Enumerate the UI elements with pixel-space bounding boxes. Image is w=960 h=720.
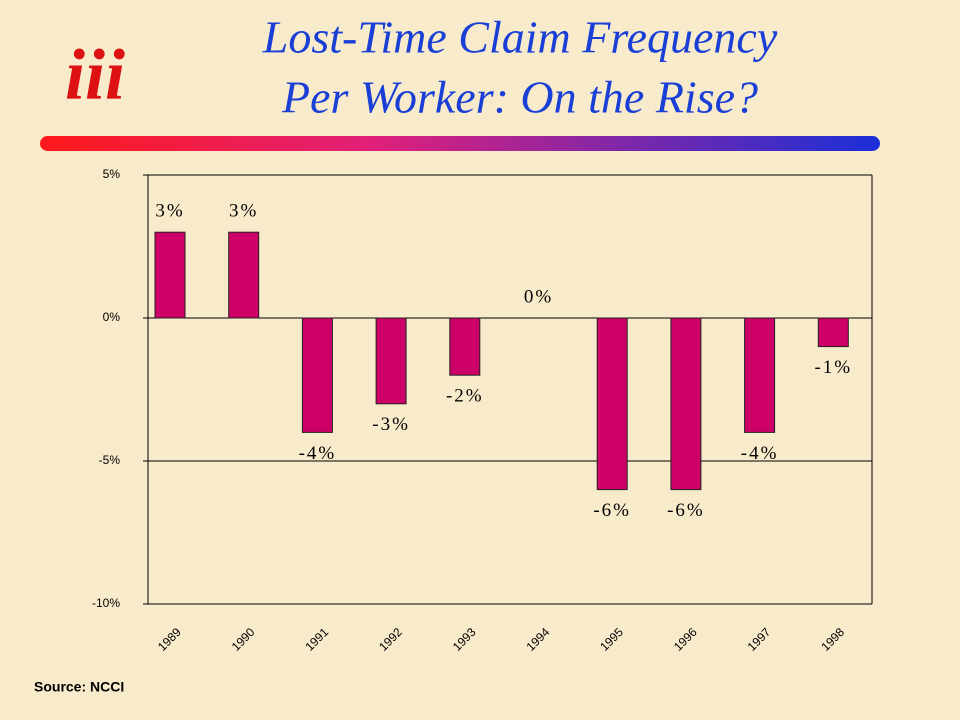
value-label: -3% — [372, 414, 410, 435]
y-tick-label: 5% — [103, 167, 121, 181]
value-label: -2% — [446, 386, 484, 407]
value-label: 0% — [524, 286, 553, 307]
value-label: -1% — [814, 357, 852, 378]
value-label: 3% — [229, 201, 258, 222]
bar — [449, 317, 481, 376]
bar — [375, 317, 407, 405]
bar — [744, 317, 776, 433]
bar — [301, 317, 333, 433]
bar — [817, 317, 849, 348]
value-label: -6% — [667, 500, 705, 521]
title-rule — [40, 136, 880, 151]
chart-title: Lost-Time Claim Frequency — [262, 12, 778, 63]
value-label: 3% — [155, 201, 184, 222]
y-tick-label: -10% — [92, 596, 120, 610]
value-label: -4% — [299, 443, 337, 464]
bar — [670, 317, 702, 491]
chart-title: Per Worker: On the Rise? — [281, 72, 758, 123]
bar — [154, 231, 186, 319]
logo: iii — [65, 35, 125, 115]
y-tick-label: 0% — [103, 310, 121, 324]
bar — [228, 231, 260, 319]
bar — [596, 317, 628, 491]
value-label: -6% — [593, 500, 631, 521]
value-label: -4% — [741, 443, 779, 464]
y-tick-label: -5% — [99, 453, 121, 467]
source-note: Source: NCCI — [34, 679, 124, 695]
